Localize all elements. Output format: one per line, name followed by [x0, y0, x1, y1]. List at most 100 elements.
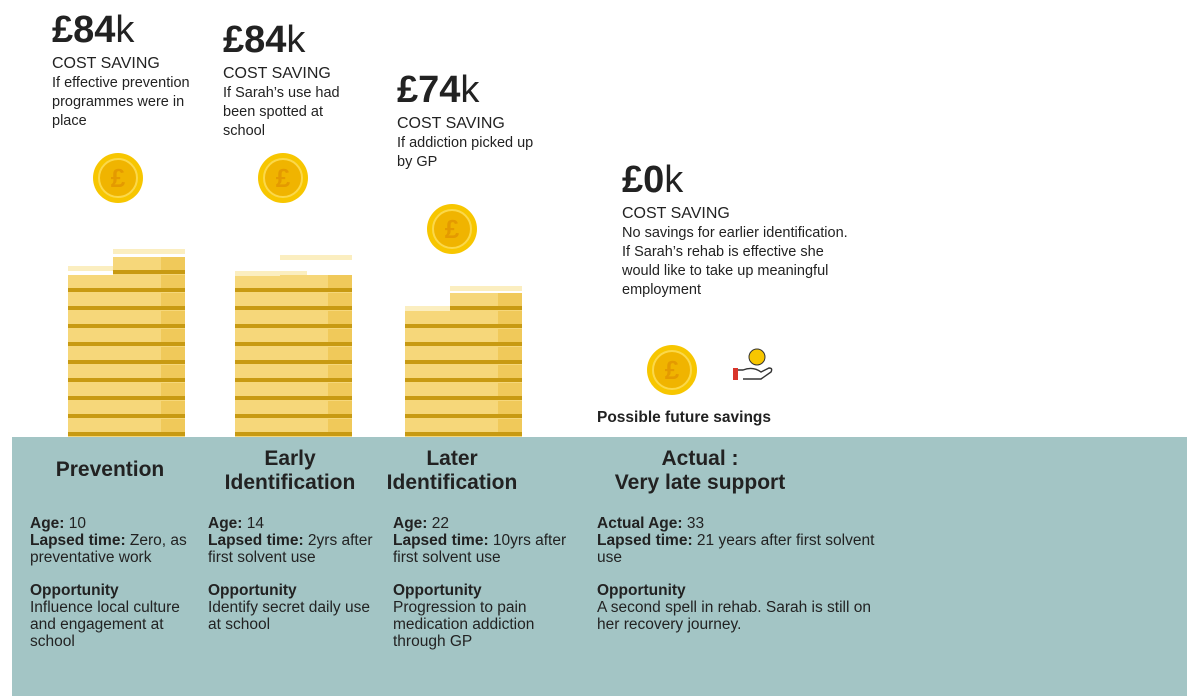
stage-title: Prevention: [30, 458, 190, 482]
cost-label: COST SAVING: [223, 65, 331, 82]
cost-block: £74k COST SAVING If addiction picked up by…: [397, 70, 537, 172]
coin-top: [137, 249, 185, 254]
spacer: [208, 566, 383, 582]
amount-value: £84: [223, 19, 287, 61]
cuff: [733, 368, 738, 380]
stage-info: Age: 22 Lapsed time: 10yrs after first so…: [393, 515, 568, 650]
coin-edge: [304, 432, 352, 436]
cost-note: If addiction picked up by GP: [397, 135, 534, 170]
coin-edge: [137, 360, 185, 364]
coin-shine: [161, 329, 185, 342]
amount-unit: k: [664, 159, 684, 201]
coin-shine: [498, 329, 522, 342]
lapsed-value: 2yrs after first solvent use: [208, 532, 373, 566]
stage-line: Actual :: [661, 447, 739, 470]
amount-unit: k: [460, 69, 480, 111]
stage-line: Very late support: [614, 471, 786, 494]
hand-coin: [748, 348, 766, 366]
cost-block: £84k COST SAVING If Sarah’s use had been s…: [223, 20, 363, 141]
coin-ring: [652, 350, 692, 390]
opportunity: Identify secret daily use at school: [208, 599, 370, 633]
coin-ring: [263, 158, 303, 198]
cost-block: £84k COST SAVING If effective prevention p…: [52, 10, 202, 131]
cost-label: COST SAVING: [52, 55, 160, 72]
coin-edge: [474, 324, 522, 328]
age-value: 22: [431, 515, 450, 532]
amount-unit: k: [286, 19, 306, 61]
age-label: Age:: [208, 515, 243, 532]
future-savings: Possible future savings: [597, 409, 771, 426]
coin-shine: [328, 383, 352, 396]
age-label: Actual Age:: [597, 515, 683, 532]
coin-shine: [328, 365, 352, 378]
coin-shine: [328, 347, 352, 360]
stage-line: Early: [264, 447, 316, 470]
coin-edge: [474, 342, 522, 346]
opportunity: Influence local culture and engagement a…: [30, 599, 180, 650]
coin-edge: [137, 414, 185, 418]
coin-shine: [328, 329, 352, 342]
coin-shine: [328, 401, 352, 414]
coin-top: [474, 286, 522, 291]
coin-ring: [432, 209, 472, 249]
age-value: 33: [686, 515, 705, 532]
coin-edge: [474, 378, 522, 382]
opportunity: A second spell in rehab. Sarah is still …: [597, 599, 871, 633]
coin-shine: [161, 347, 185, 360]
stage-info: Age: 14 Lapsed time: 2yrs after first sol…: [208, 515, 383, 633]
age-value: 14: [246, 515, 265, 532]
coin-edge: [474, 306, 522, 310]
lapsed-label: Lapsed time:: [597, 532, 693, 549]
lapsed-value: 10yrs after first solvent use: [393, 532, 567, 566]
coin-edge: [304, 324, 352, 328]
coin-edge: [137, 324, 185, 328]
coin-edge: [474, 360, 522, 364]
cost-note: No savings for earlier identification. I…: [622, 225, 848, 298]
coin-shine: [161, 419, 185, 432]
coin-shine: [498, 401, 522, 414]
coin-shine: [498, 311, 522, 324]
age: Age: 10: [30, 515, 205, 532]
stage-line: Prevention: [55, 458, 165, 481]
lapsed: Lapsed time: 10yrs after first solvent u…: [393, 532, 568, 566]
coin-ring: [98, 158, 138, 198]
coin-edge: [137, 270, 185, 274]
amount-value: £84: [52, 9, 116, 51]
spacer: [597, 566, 877, 582]
coin-symbol: £: [276, 163, 291, 193]
age-label: Age:: [30, 515, 65, 532]
coin-symbol: £: [445, 214, 460, 244]
coin-edge: [474, 396, 522, 400]
coin-shine: [161, 311, 185, 324]
coin-shine: [161, 383, 185, 396]
coin-edge: [304, 288, 352, 292]
coin-shine: [498, 383, 522, 396]
coin-edge: [304, 306, 352, 310]
age-value: 10: [68, 515, 87, 532]
stage-line: Identification: [386, 471, 518, 494]
coin-edge: [137, 342, 185, 346]
spacer: [30, 566, 205, 582]
stage-line: Later: [426, 447, 478, 470]
age: Actual Age: 33: [597, 515, 877, 532]
coin-shine: [328, 311, 352, 324]
opportunity-label: Opportunity: [597, 582, 686, 599]
stage-title: Actual : Very late support: [560, 447, 840, 495]
coin-shine: [328, 419, 352, 432]
stage-info: Age: 10 Lapsed time: Zero, as preventativ…: [30, 515, 205, 650]
hand: [737, 367, 773, 380]
coin-shine: [161, 293, 185, 306]
coin-edge: [137, 288, 185, 292]
coin-edge: [304, 342, 352, 346]
coin-edge: [137, 306, 185, 310]
coin-symbol: £: [665, 355, 680, 385]
amount-value: £0: [622, 159, 665, 201]
opportunity-label: Opportunity: [30, 582, 119, 599]
coin-edge: [137, 396, 185, 400]
coin-edge: [474, 414, 522, 418]
age: Age: 22: [393, 515, 568, 532]
cost-note: If Sarah’s use had been spotted at schoo…: [223, 85, 340, 139]
coin-shine: [498, 347, 522, 360]
coin-shine: [328, 275, 352, 288]
